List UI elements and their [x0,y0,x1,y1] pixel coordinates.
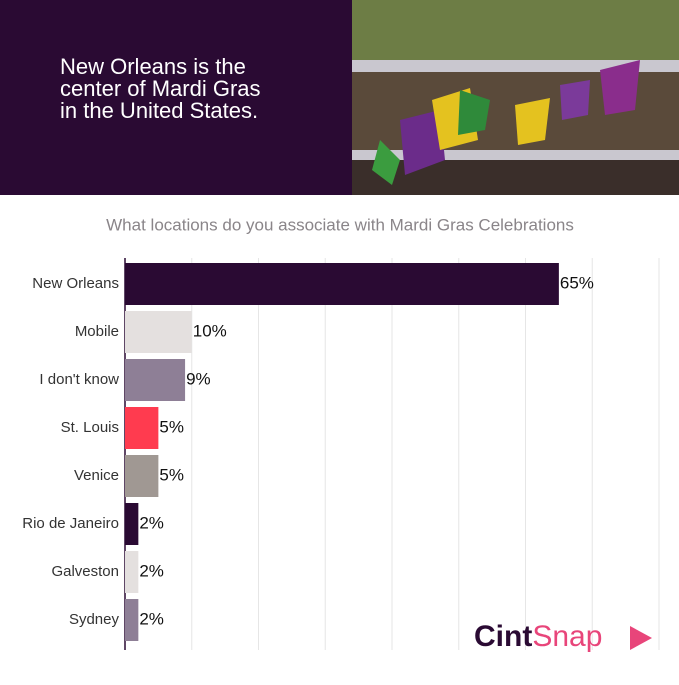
y-tick-label: St. Louis [61,419,119,436]
bar [125,599,139,641]
y-tick-label: New Orleans [32,275,119,292]
bar [125,263,559,305]
bar [125,455,159,497]
y-tick-label: Galveston [51,563,119,580]
plot: New Orleans 65% Mobile 10% I don't know 9% St.… [22,258,660,650]
logo-text: CintSnap [474,620,602,653]
y-tick-label: Venice [74,467,119,484]
value-label: 2% [139,513,164,532]
logo: CintSnap [474,620,652,653]
y-tick-label: Mobile [75,323,119,340]
value-label: 65% [560,273,594,292]
bar [125,359,186,401]
logo-arrow [630,626,652,650]
value-label: 5% [159,417,184,436]
y-tick-label: I don't know [39,371,119,388]
y-tick-label: Rio de Janeiro [22,515,119,532]
value-label: 2% [139,609,164,628]
value-label: 9% [186,369,211,388]
value-label: 10% [193,321,227,340]
chart-title: What locations do you associate with Mar… [106,215,574,234]
bar [125,311,192,353]
headline-line: New Orleans is the [60,54,246,79]
bar [125,407,159,449]
logo-first: Cint [474,620,532,653]
headline-line: in the United States. [60,98,258,123]
header-panel [0,0,352,195]
logo-second: Snap [532,620,602,653]
value-label: 2% [139,561,164,580]
header-photo [352,0,679,195]
bar [125,551,139,593]
bar [125,503,139,545]
value-label: 5% [159,465,184,484]
y-tick-label: Sydney [69,611,120,628]
headline-line: center of Mardi Gras [60,76,261,101]
